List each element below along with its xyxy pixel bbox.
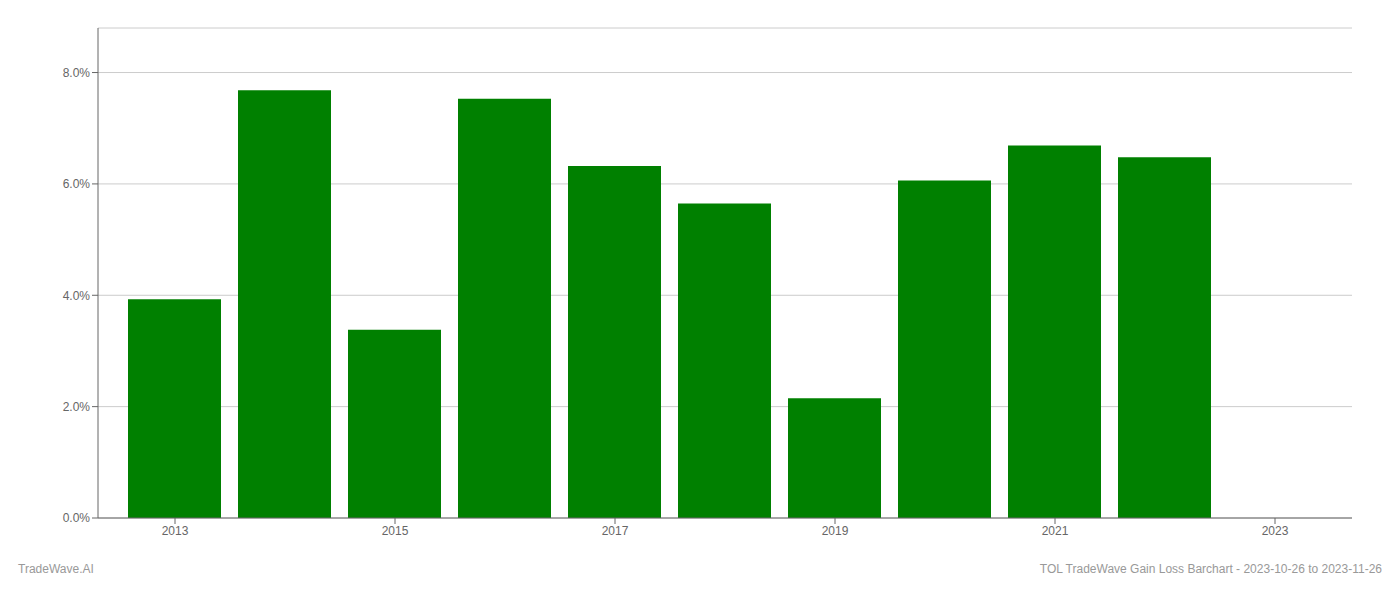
svg-text:2015: 2015: [382, 524, 409, 538]
html-text:TOL TradeWave Gain Loss Barcha: TOL TradeWave Gain Loss Barchart - 2023-…: [1039, 562, 1382, 576]
svg-text:2.0%: 2.0%: [63, 400, 91, 414]
svg-text:8.0%: 8.0%: [63, 66, 91, 80]
svg-text:2023: 2023: [1262, 524, 1289, 538]
svg-text:2021: 2021: [1042, 524, 1069, 538]
svg-text:6.0%: 6.0%: [63, 177, 91, 191]
svg-text:2019: 2019: [822, 524, 849, 538]
svg-text:0.0%: 0.0%: [63, 511, 91, 525]
html-text:TradeWave.AI: TradeWave.AI: [18, 562, 94, 576]
svg-text:4.0%: 4.0%: [63, 289, 91, 303]
svg-text:2017: 2017: [602, 524, 629, 538]
svg-text:2013: 2013: [162, 524, 189, 538]
